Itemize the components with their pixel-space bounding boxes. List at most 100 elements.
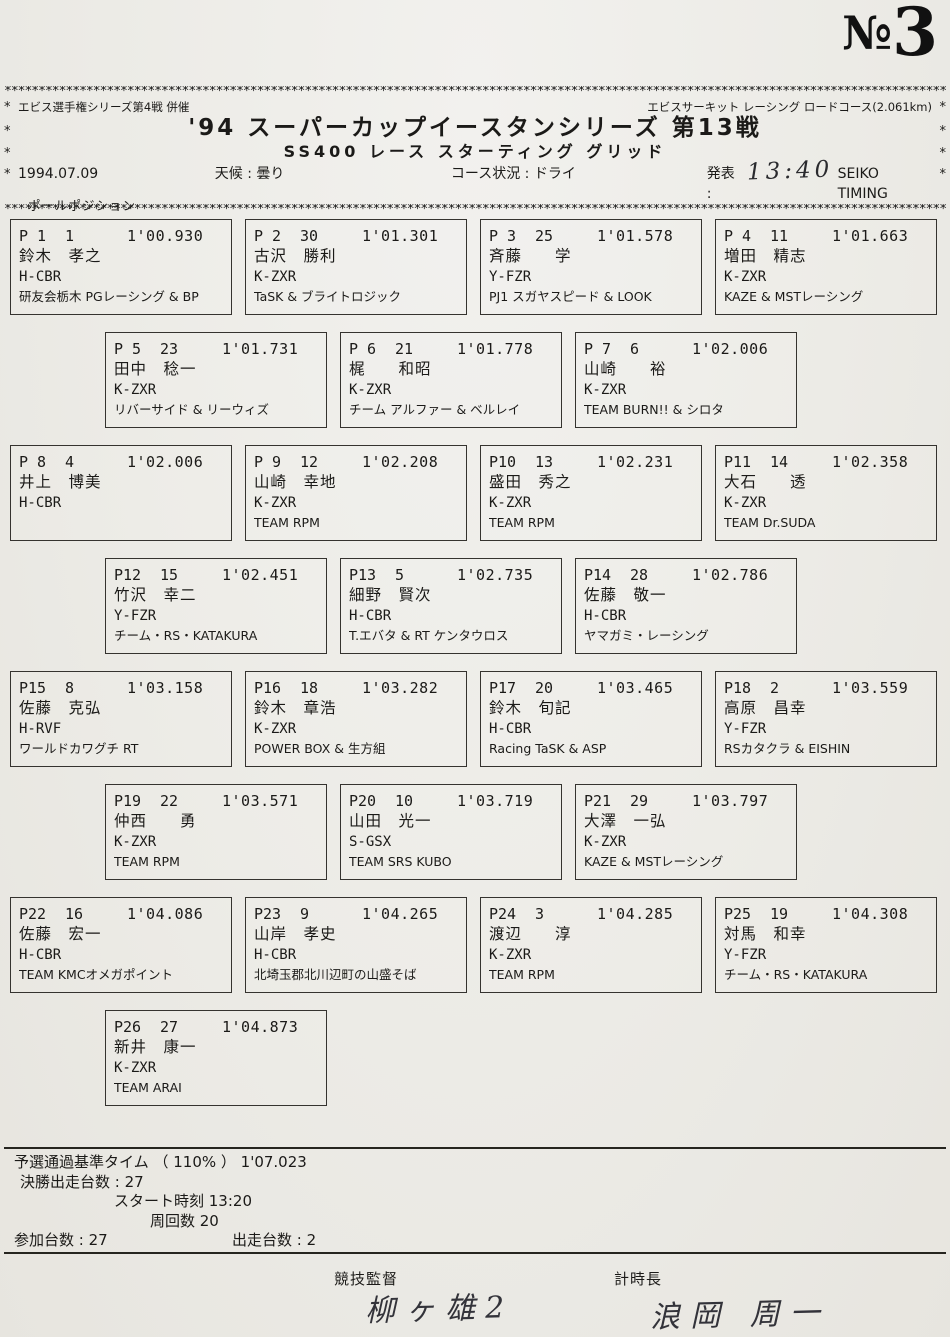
qualifying-cutoff-line: 予選通過基準タイム （ 110% ） 1'07.023: [14, 1153, 307, 1171]
right-border-asterisk: *: [939, 167, 947, 182]
race-director-signature: 柳ヶ雄2: [364, 1290, 515, 1329]
bike-number: 11: [770, 227, 789, 245]
qualifying-time: 1'01.778: [457, 340, 534, 358]
grid-row: P 1 1 1'00.930 鈴木 孝之 H-CBR 研友会栃木 PGレーシング…: [0, 219, 950, 315]
machine-code: H-CBR: [19, 495, 62, 511]
team-name: TEAM ARAI: [114, 1080, 182, 1095]
chief-timekeeper-label: 計時長: [614, 1270, 663, 1288]
grid-position: P13: [349, 566, 377, 584]
qualifying-time: 1'04.265: [362, 905, 439, 923]
team-name: ヤマガミ・レーシング: [584, 628, 709, 643]
qualifying-time: 1'04.285: [597, 905, 674, 923]
grid-position: P 1: [19, 227, 47, 245]
grid-entry-box: P13 5 1'02.735 細野 賢次 H-CBR T.エバタ & RT ケン…: [340, 558, 562, 654]
grid-entry-box: P21 29 1'03.797 大澤 一弘 K-ZXR KAZE & MSTレー…: [575, 784, 797, 880]
grid-entry-box: P17 20 1'03.465 鈴木 旬記 H-CBR Racing TaSK …: [480, 671, 702, 767]
machine-code: K-ZXR: [114, 834, 157, 850]
header-row-subtitle: * SS400 レース スターティング グリッド *: [4, 142, 946, 164]
team-name: RSカタクラ & EISHIN: [724, 741, 851, 756]
bike-number: 19: [770, 905, 789, 923]
rider-name: 竹沢 幸二: [114, 586, 197, 604]
qualifying-time: 1'03.719: [457, 792, 534, 810]
team-name: TEAM SRS KUBO: [349, 854, 452, 869]
rider-name: 鈴木 章浩: [254, 699, 337, 717]
left-border-asterisk: *: [4, 146, 11, 161]
rider-name: 高原 昌幸: [724, 699, 807, 717]
team-name: チーム アルファー & ベルレイ: [349, 402, 521, 417]
grid-entry-box: P 1 1 1'00.930 鈴木 孝之 H-CBR 研友会栃木 PGレーシング…: [10, 219, 232, 315]
qualifying-time: 1'02.006: [692, 340, 769, 358]
qualifying-time: 1'03.465: [597, 679, 674, 697]
grid-entry-box: P12 15 1'02.451 竹沢 幸二 Y-FZR チーム・RS・KATAK…: [105, 558, 327, 654]
bike-number: 5: [395, 566, 405, 584]
qualifying-time: 1'01.663: [832, 227, 909, 245]
machine-code: H-RVF: [19, 721, 62, 737]
team-name: TaSK & ブライトロジック: [254, 289, 402, 304]
divider-line-bottom: [4, 1252, 946, 1254]
rider-name: 対馬 和幸: [724, 925, 807, 943]
bike-number: 3: [535, 905, 545, 923]
team-name: TEAM RPM: [254, 515, 320, 530]
bike-number: 15: [160, 566, 179, 584]
grid-position: P14: [584, 566, 612, 584]
qualifying-time: 1'03.571: [222, 792, 299, 810]
entry-top-line: P17 20 1'03.465: [489, 678, 694, 698]
header-row-info: * 1994.07.09 天候 : 曇り コース状況 : ドライ 発表 : 13…: [4, 156, 947, 204]
machine-code: H-CBR: [489, 721, 532, 737]
machine-code: K-ZXR: [489, 947, 532, 963]
grid-position: P19: [114, 792, 142, 810]
race-date: 1994.07.09: [18, 166, 99, 182]
grid-row: P 8 4 1'02.006 井上 博美 H-CBR P 9 12 1'02.2…: [0, 445, 950, 541]
finalists-line: 決勝出走台数 : 27: [20, 1172, 144, 1191]
bike-number: 12: [300, 453, 319, 471]
machine-code: H-CBR: [349, 608, 392, 624]
grid-entry-box: P19 22 1'03.571 仲西 勇 K-ZXR TEAM RPM: [105, 784, 327, 880]
grid-row: P22 16 1'04.086 佐藤 宏一 H-CBR TEAM KMCオメガポ…: [0, 897, 950, 993]
rider-name: 山岸 孝史: [254, 925, 337, 943]
grid-position: P 5: [114, 340, 142, 358]
machine-code: Y-FZR: [724, 721, 767, 737]
machine-code: K-ZXR: [254, 495, 297, 511]
entry-top-line: P13 5 1'02.735: [349, 565, 554, 585]
left-border-asterisk: *: [4, 167, 11, 182]
series-title: '94 スーパーカップイースタンシリーズ 第13戦: [188, 115, 762, 141]
entry-top-line: P16 18 1'03.282: [254, 678, 459, 698]
entry-top-line: P10 13 1'02.231: [489, 452, 694, 472]
grid-entry-box: P23 9 1'04.265 山岸 孝史 H-CBR 北埼玉郡北川辺町の山盛そば: [245, 897, 467, 993]
rider-name: 盛田 秀之: [489, 473, 572, 491]
entry-top-line: P18 2 1'03.559: [724, 678, 929, 698]
grid-row: P12 15 1'02.451 竹沢 幸二 Y-FZR チーム・RS・KATAK…: [0, 558, 950, 654]
team-name: リバーサイド & リーウィズ: [114, 402, 269, 417]
header-block: ****************************************…: [4, 86, 946, 215]
announce-time-handwritten: 13:40: [746, 156, 835, 186]
grid-position: P12: [114, 566, 142, 584]
numero-symbol: №: [842, 6, 893, 60]
course-condition: コース状況 : ドライ: [450, 166, 576, 182]
grid-entry-box: P20 10 1'03.719 山田 光一 S-GSX TEAM SRS KUB…: [340, 784, 562, 880]
timing-brand: SEIKO TIMING: [837, 166, 888, 202]
chief-timekeeper-signature: 浪岡 周一: [649, 1295, 831, 1336]
entries-line: 参加台数 : 27: [14, 1231, 108, 1249]
asterisk-border-top: ****************************************…: [4, 86, 946, 97]
machine-code: K-ZXR: [114, 1060, 157, 1076]
qualifying-time: 1'03.158: [127, 679, 204, 697]
grid-entry-box: P25 19 1'04.308 対馬 和幸 Y-FZR チーム・RS・KATAK…: [715, 897, 937, 993]
team-name: T.エバタ & RT ケンタウロス: [349, 628, 509, 643]
team-name: PJ1 スガヤスピード & LOOK: [489, 289, 652, 304]
course-info: エビスサーキット レーシング ロードコース(2.061km): [647, 100, 932, 114]
entry-top-line: P 9 12 1'02.208: [254, 452, 459, 472]
left-border-asterisk: *: [4, 124, 11, 139]
grid-position: P11: [724, 453, 752, 471]
machine-code: K-ZXR: [254, 269, 297, 285]
entry-top-line: P 6 21 1'01.778: [349, 339, 554, 359]
rider-name: 佐藤 宏一: [19, 925, 102, 943]
starting-grid: P 1 1 1'00.930 鈴木 孝之 H-CBR 研友会栃木 PGレーシング…: [0, 219, 950, 1123]
grid-entry-box: P11 14 1'02.358 大石 透 K-ZXR TEAM Dr.SUDA: [715, 445, 937, 541]
entry-top-line: P21 29 1'03.797: [584, 791, 789, 811]
bike-number: 1: [65, 227, 75, 245]
grid-entry-box: P22 16 1'04.086 佐藤 宏一 H-CBR TEAM KMCオメガポ…: [10, 897, 232, 993]
rider-name: 田中 稔一: [114, 360, 197, 378]
entry-top-line: P20 10 1'03.719: [349, 791, 554, 811]
bike-number: 4: [65, 453, 75, 471]
